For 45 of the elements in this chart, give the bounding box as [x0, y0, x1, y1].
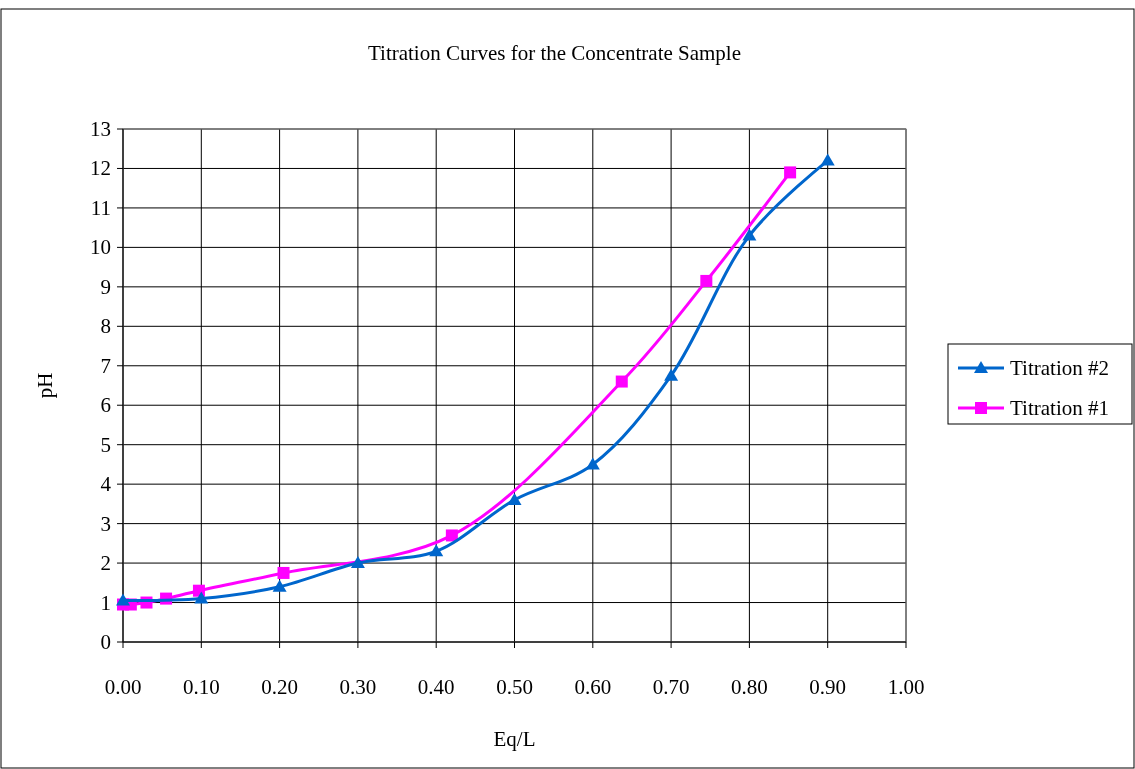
y-tick-label: 11: [90, 195, 111, 220]
y-tick-label: 5: [100, 432, 111, 457]
y-tick-label: 4: [100, 472, 112, 497]
y-tick-label: 9: [100, 274, 111, 299]
point: [272, 579, 287, 592]
x-axis-title: Eq/L: [493, 727, 536, 751]
y-tick-label: 0: [100, 630, 111, 654]
chart-title: Titration Curves for the Concentrate Sample: [367, 41, 742, 65]
point: [615, 375, 628, 388]
x-tick-label: 0.50: [496, 675, 533, 699]
x-tick-label: 0.60: [574, 675, 612, 699]
point: [350, 556, 365, 569]
point: [742, 228, 757, 241]
y-axis-title: pH: [33, 372, 57, 399]
y-tick-label: 1: [100, 590, 111, 615]
point: [700, 274, 713, 287]
x-tick-label: 0.80: [731, 675, 768, 699]
point: [820, 153, 835, 166]
y-tick-label: 7: [100, 353, 111, 378]
y-tick-label: 13: [90, 117, 111, 141]
legend-label: Titration #2: [1010, 356, 1109, 380]
x-tick-label: 0.10: [182, 675, 220, 699]
point: [664, 368, 679, 381]
point: [194, 591, 209, 604]
point: [507, 492, 522, 505]
x-tick-label: 0.00: [104, 675, 142, 699]
legend-label: Titration #1: [1010, 396, 1109, 420]
x-tick-label: 0.40: [417, 675, 455, 699]
y-tick-label: 12: [90, 156, 111, 181]
y-tick-label: 10: [90, 235, 111, 260]
point: [445, 529, 458, 542]
y-tick-label: 3: [100, 511, 111, 536]
y-tick-label: 8: [100, 314, 111, 339]
point: [116, 593, 130, 606]
point: [277, 566, 290, 579]
y-tick-label: 6: [100, 393, 111, 418]
x-tick-label: 0.70: [652, 675, 690, 699]
point: [784, 166, 797, 179]
y-tick-label: 2: [100, 551, 111, 576]
point: [429, 544, 444, 557]
x-tick-label: 0.30: [339, 675, 377, 699]
x-tick-label: 0.20: [261, 675, 298, 699]
x-tick-label: 1.00: [887, 675, 925, 699]
point: [585, 457, 600, 470]
x-tick-label: 0.90: [809, 675, 847, 699]
